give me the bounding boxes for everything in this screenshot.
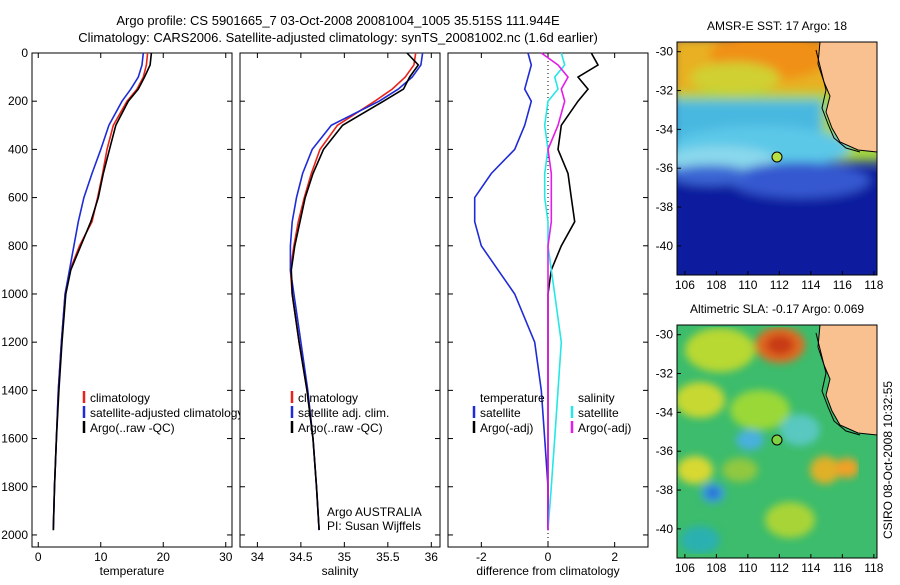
x-tick-label: 118 bbox=[864, 278, 883, 292]
x-tick-label: 30 bbox=[219, 550, 233, 564]
y-tick-label: -34 bbox=[656, 122, 674, 136]
y-tick-label: -30 bbox=[656, 45, 674, 59]
sla-map-panel: Altimetric SLA: -0.17 Argo: 0.069 bbox=[656, 302, 884, 575]
x-tick-label: -2 bbox=[476, 550, 487, 564]
x-tick-label: 106 bbox=[675, 561, 695, 575]
legend-label: climatology bbox=[90, 391, 150, 405]
legend-label: satellite bbox=[578, 406, 619, 420]
x-tick-label: 20 bbox=[157, 550, 171, 564]
legend-label: Argo(..raw -QC) bbox=[298, 421, 383, 435]
x-tick-label: 2 bbox=[611, 550, 618, 564]
series-line bbox=[543, 52, 566, 531]
x-tick-label: 112 bbox=[770, 278, 789, 292]
x-tick-label: 35 bbox=[338, 550, 352, 564]
sla-map-title: Altimetric SLA: -0.17 Argo: 0.069 bbox=[690, 302, 864, 316]
sst-map-title: AMSR-E SST: 17 Argo: 18 bbox=[707, 19, 847, 33]
y-tick-label: 1800 bbox=[1, 480, 28, 494]
x-axis-label: difference from climatology bbox=[476, 564, 619, 578]
x-tick-label: 35.5 bbox=[376, 550, 400, 564]
x-tick-label: 36 bbox=[425, 550, 439, 564]
y-tick-label: -36 bbox=[656, 161, 674, 175]
y-tick-label: 2000 bbox=[1, 528, 28, 542]
temperature-panel: 0 10 20 30 temperature 0 200 400 600 800 1000 1200 1… bbox=[1, 46, 243, 578]
sst-float-marker bbox=[771, 151, 783, 163]
legend-label: Argo(-adj) bbox=[480, 421, 533, 435]
legend-heading: salinity bbox=[578, 391, 615, 405]
x-axis-label: temperature bbox=[100, 564, 165, 578]
legend-label: satellite bbox=[480, 406, 521, 420]
x-tick-label: 34.5 bbox=[289, 550, 313, 564]
y-tick-label: -38 bbox=[656, 483, 674, 497]
y-tick-label: -34 bbox=[656, 405, 674, 419]
y-tick-label: 0 bbox=[21, 46, 28, 60]
x-tick-label: 106 bbox=[675, 278, 695, 292]
y-tick-label: 800 bbox=[8, 239, 28, 253]
plot-frame bbox=[239, 52, 441, 548]
x-tick-label: 110 bbox=[738, 561, 757, 575]
legend-label: Argo(-adj) bbox=[578, 421, 631, 435]
legend-heading: temperature bbox=[480, 391, 545, 405]
annotation-text: Argo AUSTRALIA bbox=[327, 505, 422, 519]
annotation-text: PI: Susan Wijffels bbox=[327, 519, 421, 533]
y-tick-label: 200 bbox=[8, 94, 28, 108]
y-tick-label: -32 bbox=[656, 367, 674, 381]
x-tick-label: 110 bbox=[738, 278, 757, 292]
x-tick-label: 0 bbox=[35, 550, 42, 564]
series-line bbox=[540, 52, 569, 531]
series-line bbox=[52, 52, 153, 531]
x-tick-label: 114 bbox=[801, 561, 820, 575]
x-tick-label: 108 bbox=[706, 278, 726, 292]
sla-map-image bbox=[677, 325, 877, 558]
legend-label: satellite adj. clim. bbox=[298, 406, 389, 420]
y-tick-label: 1400 bbox=[1, 383, 28, 397]
figure-title-line2: Climatology: CARS2006. Satellite-adjuste… bbox=[78, 30, 598, 45]
y-tick-label: 600 bbox=[8, 191, 28, 205]
sst-map-image bbox=[677, 42, 877, 275]
y-tick-label: 400 bbox=[8, 142, 28, 156]
timestamp-vertical: CSIRO 08-Oct-2008 10:32:55 bbox=[881, 381, 895, 539]
x-tick-label: 116 bbox=[833, 561, 852, 575]
sla-float-marker bbox=[771, 434, 783, 446]
x-tick-label: 112 bbox=[770, 561, 789, 575]
x-tick-label: 114 bbox=[801, 278, 820, 292]
series-line bbox=[473, 52, 549, 531]
figure-title-line1: Argo profile: CS 5901665_7 03-Oct-2008 2… bbox=[116, 13, 560, 28]
y-tick-label: 1600 bbox=[1, 432, 28, 446]
y-tick-label: -32 bbox=[656, 84, 674, 98]
x-tick-label: 108 bbox=[706, 561, 726, 575]
x-tick-label: 116 bbox=[833, 278, 852, 292]
x-axis-label: salinity bbox=[322, 564, 359, 578]
y-tick-label: -36 bbox=[656, 444, 674, 458]
x-tick-label: 34 bbox=[251, 550, 265, 564]
y-tick-label: 1000 bbox=[1, 287, 28, 301]
series-line bbox=[290, 52, 420, 531]
y-tick-label: -30 bbox=[656, 328, 674, 342]
legend-label: Argo(..raw -QC) bbox=[90, 421, 175, 435]
x-tick-label: 0 bbox=[545, 550, 552, 564]
salinity-panel: 34 34.5 35 35.5 36 salinity climatologysatelli… bbox=[239, 52, 441, 578]
y-tick-label: -38 bbox=[656, 200, 674, 214]
y-tick-label: -40 bbox=[656, 239, 674, 253]
plot-frame bbox=[31, 52, 233, 548]
legend-label: climatology bbox=[298, 391, 358, 405]
x-tick-label: 10 bbox=[94, 550, 108, 564]
y-tick-label: -40 bbox=[656, 522, 674, 536]
sst-map-panel: AMSR-E SST: 17 Argo: 18 106 108 110 112 114 1… bbox=[656, 19, 884, 292]
y-tick-label: 1200 bbox=[1, 335, 28, 349]
legend-label: satellite-adjusted climatology bbox=[90, 406, 243, 420]
x-tick-label: 118 bbox=[864, 561, 883, 575]
